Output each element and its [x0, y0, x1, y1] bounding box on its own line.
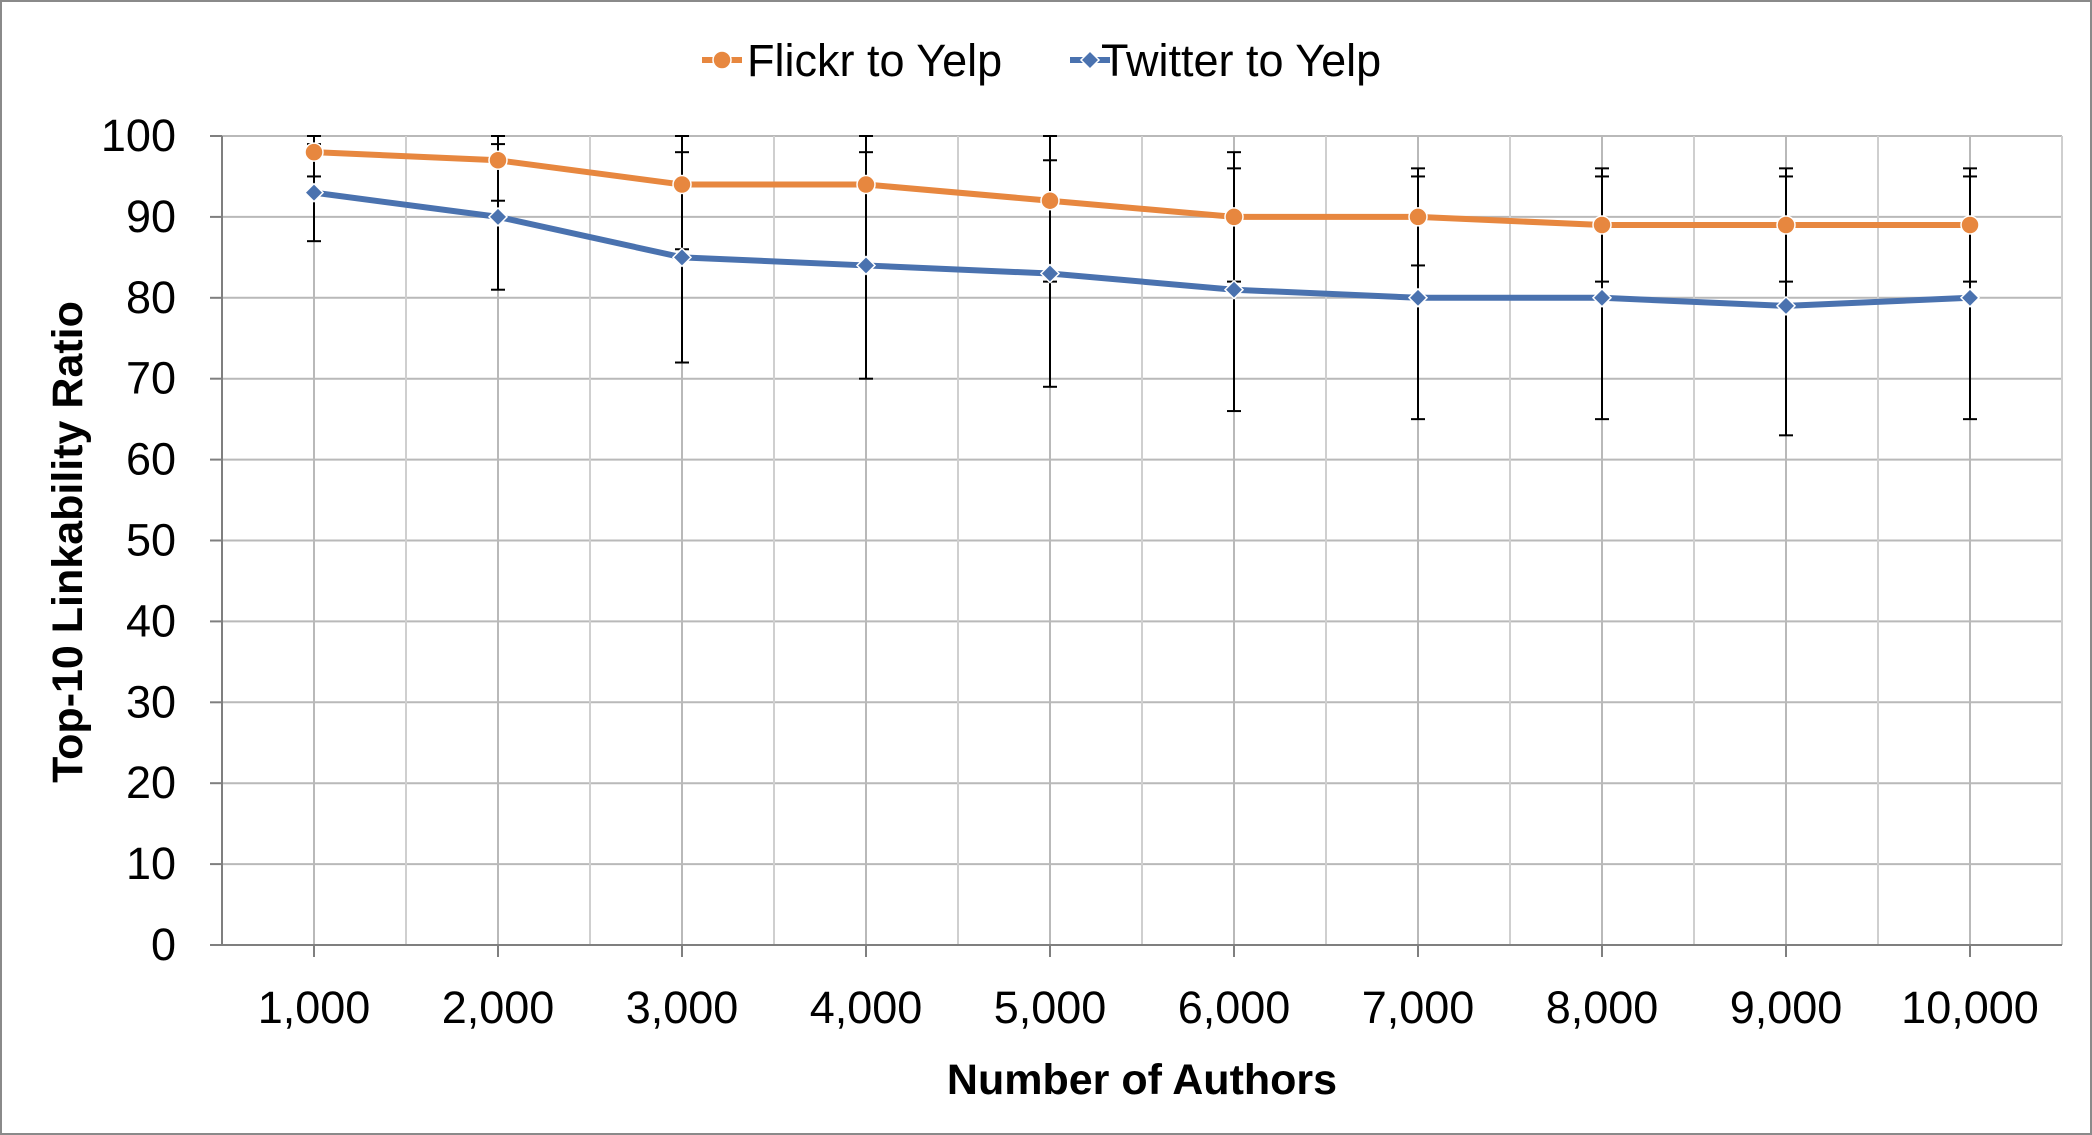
x-axis-title: Number of Authors — [947, 1056, 1337, 1104]
data-point-flickr-to-yelp — [1960, 215, 1980, 235]
y-tick-label: 80 — [126, 272, 176, 323]
legend-label: Twitter to Yelp — [1101, 35, 1381, 86]
y-tick-label: 10 — [126, 838, 176, 889]
series-line-flickr-to-yelp — [313, 149, 1970, 228]
data-point-twitter-to-yelp — [487, 206, 509, 227]
legend-item-twitter-to-yelp: Twitter to Yelp — [1070, 35, 1381, 86]
grid-layer — [222, 135, 2063, 945]
data-point-flickr-to-yelp — [672, 174, 692, 195]
x-tick-label: 10,000 — [1901, 982, 2039, 1033]
x-tick-label: 4,000 — [810, 982, 923, 1033]
data-point-flickr-to-yelp — [1776, 215, 1796, 235]
legend: Flickr to Yelp Twitter to Yelp — [702, 35, 1381, 86]
series-layer — [303, 142, 1981, 316]
data-point-twitter-to-yelp — [855, 255, 877, 276]
legend-item-flickr-to-yelp: Flickr to Yelp — [702, 35, 1002, 86]
legend-marker — [712, 50, 732, 70]
y-tick-label: 0 — [151, 919, 176, 970]
x-tick-label: 3,000 — [626, 982, 739, 1033]
y-tick-label: 50 — [126, 515, 176, 566]
data-point-twitter-to-yelp — [1775, 295, 1797, 316]
y-tick-label: 40 — [126, 595, 176, 646]
data-point-flickr-to-yelp — [1408, 207, 1428, 227]
x-tick-label: 8,000 — [1546, 982, 1659, 1033]
y-tick-label: 20 — [126, 757, 176, 808]
y-tick-label: 60 — [126, 434, 176, 485]
data-point-twitter-to-yelp — [1591, 287, 1613, 308]
data-point-twitter-to-yelp — [671, 247, 693, 268]
y-tick-label: 30 — [126, 676, 176, 727]
axis-layer: 0 10 20 30 40 50 60 70 80 90 100 1,000 2,000 3,000 4,0… — [101, 110, 2062, 1033]
data-point-twitter-to-yelp — [1223, 279, 1245, 300]
data-point-flickr-to-yelp — [856, 174, 876, 195]
data-point-twitter-to-yelp — [1407, 287, 1429, 308]
label-layer: Number of Authors Top-10 Linkability Rat… — [44, 301, 1337, 1104]
data-point-flickr-to-yelp — [304, 142, 324, 162]
y-tick-label: 100 — [101, 110, 176, 161]
series-line-twitter-to-yelp — [313, 189, 1971, 309]
data-point-twitter-to-yelp — [1039, 263, 1061, 284]
data-point-flickr-to-yelp — [488, 150, 508, 171]
legend-label: Flickr to Yelp — [747, 35, 1002, 86]
x-tick-label: 9,000 — [1730, 982, 1843, 1033]
legend-marker — [1079, 49, 1101, 71]
x-tick-label: 1,000 — [258, 982, 371, 1033]
data-point-flickr-to-yelp — [1040, 190, 1060, 211]
data-point-flickr-to-yelp — [1592, 215, 1612, 235]
x-tick-label: 2,000 — [442, 982, 555, 1033]
data-point-twitter-to-yelp — [303, 182, 325, 203]
y-tick-label: 90 — [126, 191, 176, 242]
data-point-flickr-to-yelp — [1224, 207, 1244, 227]
x-tick-label: 6,000 — [1178, 982, 1291, 1033]
x-tick-label: 7,000 — [1362, 982, 1475, 1033]
x-tick-label: 5,000 — [994, 982, 1107, 1033]
y-tick-label: 70 — [126, 353, 176, 404]
y-axis-title: Top-10 Linkability Ratio — [44, 301, 92, 783]
data-point-twitter-to-yelp — [1959, 287, 1981, 308]
